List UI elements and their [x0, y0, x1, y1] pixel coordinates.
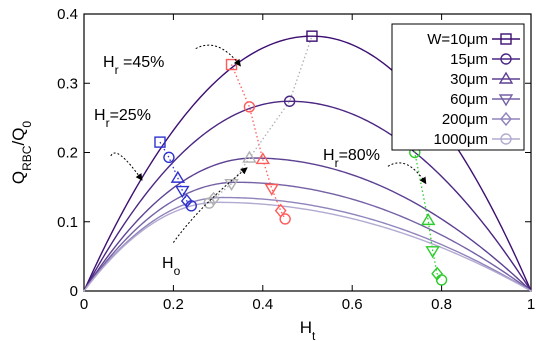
annotation-base: H	[94, 107, 106, 124]
annotation-base: H	[162, 255, 174, 272]
legend-label-4: 200μm	[442, 111, 488, 128]
annotation-label-3: Ho	[162, 255, 181, 278]
legend-box	[391, 23, 525, 151]
legend-label-main: 200	[442, 111, 467, 128]
y-tick-label: 0.4	[57, 6, 78, 23]
data-point	[264, 183, 279, 196]
annotation-base: H	[323, 147, 335, 164]
legend-label-5: 1000μm	[433, 131, 488, 148]
annotation-suffix: =25%	[110, 107, 151, 124]
data-point	[243, 101, 256, 113]
legend-marker-2	[498, 71, 514, 84]
legend-label-main: 1000	[433, 131, 466, 148]
annotation-label-2: Hr=80%	[323, 147, 380, 170]
legend-label-0: W=10μm	[427, 31, 488, 48]
x-tick-label: 0.8	[431, 296, 452, 313]
y-axis-title-sub: RBC	[20, 145, 34, 171]
data-point	[185, 200, 197, 212]
legend-label-unit: μm	[467, 51, 488, 68]
legend-marker-1	[500, 53, 512, 65]
series-line-2	[83, 157, 532, 292]
legend-label-unit: μm	[467, 71, 488, 88]
legend-marker-5	[500, 133, 512, 145]
data-point	[255, 152, 271, 165]
series-line-4	[83, 196, 532, 292]
data-point	[154, 136, 166, 148]
data-point	[420, 213, 436, 226]
annotation-arrow-2	[387, 162, 427, 185]
data-point	[175, 185, 190, 198]
legend-marker-0	[500, 33, 512, 45]
annotation-base: H	[103, 54, 115, 71]
annotation-sub: r	[106, 116, 110, 130]
legend-label-main: W=10	[427, 31, 467, 48]
series-line-1	[83, 100, 532, 292]
legend-label-unit: μm	[467, 111, 488, 128]
legend-marker-4	[500, 111, 512, 127]
x-axis-title: Ht	[300, 318, 316, 341]
legend-label-main: 30	[450, 71, 467, 88]
legend-label-unit: μm	[467, 91, 488, 108]
annotation-label-0: Hr =45%	[103, 54, 164, 77]
legend-label-main: 60	[450, 91, 467, 108]
x-tick-label: 1	[527, 296, 535, 313]
annotation-label-1: Hr=25%	[94, 107, 151, 130]
x-tick-label: 0.2	[163, 296, 184, 313]
data-point	[170, 170, 186, 183]
annotation-sub: r	[335, 156, 339, 170]
legend-label-2: 30μm	[450, 71, 488, 88]
data-point	[203, 197, 215, 209]
data-point	[283, 95, 296, 107]
y-tick-label: 0.2	[57, 145, 78, 162]
data-point	[435, 274, 448, 286]
series-line-3	[83, 181, 532, 292]
annotation-suffix: =80%	[339, 147, 380, 164]
annotation-arrow-3	[172, 167, 248, 243]
data-point	[224, 178, 239, 192]
data-point	[279, 213, 291, 225]
data-point	[425, 246, 440, 259]
annotation-suffix: =45%	[119, 54, 165, 71]
x-tick-label: 0.6	[342, 296, 363, 313]
series-line-5	[83, 201, 532, 292]
x-axis-title-sub: t	[312, 329, 316, 341]
legend-label-main: 15	[450, 51, 467, 68]
data-point	[163, 151, 175, 164]
legend-label-1: 15μm	[450, 51, 488, 68]
x-tick-label: 0.4	[252, 296, 273, 313]
data-point	[242, 150, 257, 163]
annotation-arrow-1	[110, 152, 143, 181]
y-axis-title-main: /Q	[9, 128, 28, 146]
annotation-arrow-0	[195, 44, 241, 67]
legend-label-unit: μm	[467, 31, 488, 48]
y-axis-title: QRBC/Q0	[9, 121, 34, 185]
annotation-sub: o	[174, 264, 181, 278]
y-tick-label: 0.1	[57, 214, 78, 231]
y-axis-title-main: Q	[9, 171, 28, 184]
annotation-sub: r	[115, 63, 119, 77]
data-point	[306, 30, 318, 42]
legend-label-unit: μm	[467, 131, 488, 148]
legend-marker-3	[498, 94, 514, 107]
guide-line-1	[230, 64, 286, 220]
legend-label-3: 60μm	[450, 91, 488, 108]
y-tick-label: 0	[70, 283, 78, 300]
y-axis-title-sub: 0	[20, 121, 34, 128]
y-tick-label: 0.3	[57, 75, 78, 92]
x-tick-label: 0	[80, 296, 88, 313]
x-axis-title-main: H	[300, 318, 312, 337]
